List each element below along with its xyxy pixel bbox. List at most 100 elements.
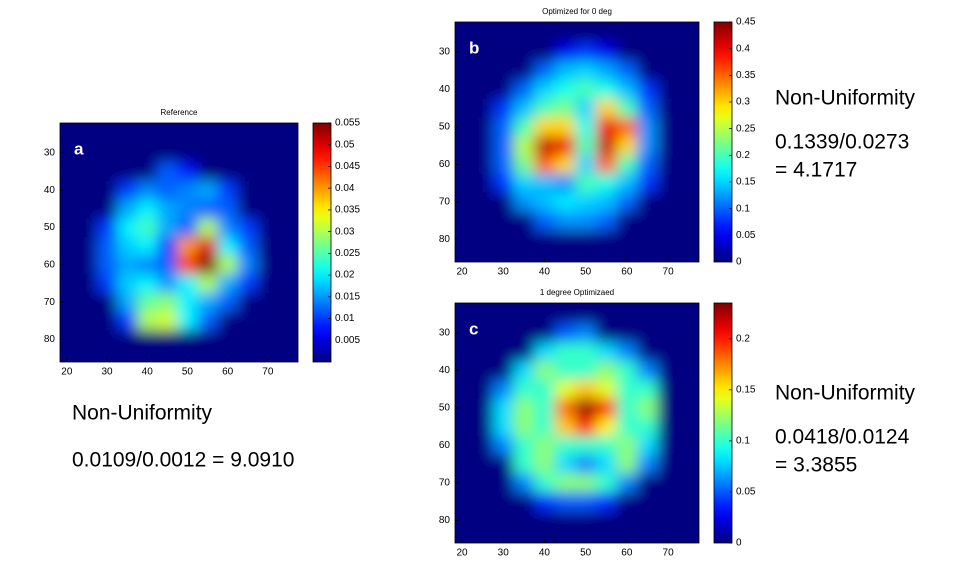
- heatmap-cell: [277, 162, 298, 182]
- heatmap-cell: [657, 417, 679, 437]
- heatmap-cell: [277, 255, 298, 275]
- heatmap-cell: [637, 230, 659, 250]
- heatmap-cell: [455, 361, 473, 381]
- heatmap-cell: [513, 42, 535, 62]
- panel-label: c: [469, 319, 478, 338]
- heatmap-cell: [157, 218, 178, 238]
- heatmap-cell: [492, 304, 515, 325]
- heatmap-cell: [472, 155, 494, 175]
- heatmap-cell: [492, 492, 515, 512]
- heatmap-cell: [455, 173, 473, 194]
- x-tick-label: 60: [621, 548, 633, 559]
- heatmap-cell: [534, 398, 556, 418]
- heatmap-cell: [637, 136, 659, 156]
- heatmap-cell: [657, 436, 679, 456]
- plot-frame: [454, 21, 700, 263]
- heatmap-cell: [197, 162, 219, 182]
- heatmap-cell: [177, 162, 198, 182]
- heatmap-cell: [492, 511, 515, 531]
- heatmap-cell: [96, 292, 118, 313]
- heatmap-cell: [513, 117, 535, 137]
- heatmap-cell: [575, 529, 597, 543]
- heatmap-cell: [513, 23, 535, 44]
- heatmap-cell: [96, 255, 118, 275]
- heatmap-cell: [277, 311, 298, 331]
- heatmap-cell: [513, 230, 535, 250]
- heatmap-cell: [117, 330, 138, 350]
- heatmap-cell: [96, 330, 118, 350]
- heatmap-cell: [117, 199, 138, 219]
- heatmap-cell: [137, 236, 158, 257]
- heatmap-cell: [177, 180, 198, 201]
- heatmap-cell: [575, 211, 597, 231]
- y-tick-label: 80: [44, 334, 56, 345]
- heatmap-cell: [472, 454, 494, 475]
- heatmap-cell: [257, 330, 279, 350]
- y-tick-label: 60: [439, 440, 451, 451]
- heatmap-cell: [657, 80, 679, 100]
- heatmap-cell: [595, 361, 618, 381]
- heatmap-cell: [60, 143, 78, 163]
- heatmap-cell: [76, 255, 98, 275]
- heatmap-cell: [455, 98, 473, 119]
- heatmap-cell: [575, 417, 597, 437]
- heatmap-cell: [554, 361, 576, 381]
- colorbar-tick-label: 0.015: [335, 291, 360, 302]
- heatmap-cell: [534, 323, 556, 343]
- heatmap-cell: [177, 218, 198, 238]
- heatmap-cell: [657, 454, 679, 475]
- heatmap-cell: [595, 511, 618, 531]
- x-tick-label: 50: [580, 548, 592, 559]
- heatmap-cell: [513, 136, 535, 156]
- x-tick-label: 70: [663, 548, 675, 559]
- heatmap-cell: [96, 236, 118, 257]
- heatmap-cell: [96, 199, 118, 219]
- heatmap-cell: [60, 348, 78, 362]
- heatmap-cell: [197, 143, 219, 163]
- heatmap-cell: [137, 330, 158, 350]
- heatmap-cell: [575, 155, 597, 175]
- heatmap-cell: [513, 61, 535, 81]
- heatmap-cell: [657, 211, 679, 231]
- y-tick-label: 40: [439, 365, 451, 376]
- heatmap-cell: [472, 361, 494, 381]
- heatmap-cell: [157, 162, 178, 182]
- heatmap-cell: [217, 255, 239, 275]
- heatmap-cell: [554, 473, 576, 493]
- heatmap-cell: [455, 211, 473, 231]
- heatmap-cell: [237, 292, 259, 313]
- heatmap-cell: [616, 42, 638, 62]
- plot-frame: [59, 122, 299, 363]
- heatmap-cell: [197, 292, 219, 313]
- heatmap-cell: [492, 136, 515, 156]
- heatmap-cell: [678, 173, 699, 194]
- heatmap-cell: [117, 236, 138, 257]
- colorbar-tick-label: 0.2: [736, 150, 750, 161]
- heatmap-cell: [554, 42, 576, 62]
- heatmap-cell: [657, 117, 679, 137]
- chart-title: Optimized for 0 deg: [542, 7, 612, 16]
- heatmap-cell: [575, 454, 597, 475]
- heatmap-cell: [637, 80, 659, 100]
- heatmap-cell: [137, 292, 158, 313]
- colorbar-tick-label: 0.025: [335, 248, 360, 259]
- heatmap-cell: [472, 117, 494, 137]
- heatmap-cell: [492, 80, 515, 100]
- heatmap-cell: [554, 492, 576, 512]
- heatmap-cell: [137, 274, 158, 294]
- heatmap-cell: [277, 292, 298, 313]
- heatmap-cell: [76, 180, 98, 201]
- heatmap-cell: [472, 192, 494, 212]
- heatmap-cell: [678, 304, 699, 325]
- colorbar-tick-label: 0.02: [335, 270, 355, 281]
- heatmap-cell: [554, 23, 576, 44]
- colorbar: [312, 122, 332, 363]
- heatmap-cell: [513, 98, 535, 119]
- heatmap-cell: [678, 61, 699, 81]
- heatmap-cell: [60, 218, 78, 238]
- heatmap-cell: [96, 143, 118, 163]
- heatmap-cell: [575, 42, 597, 62]
- heatmap-cell: [60, 274, 78, 294]
- heatmap-cell: [595, 379, 618, 400]
- colorbar-tick-label: 0.045: [335, 161, 360, 172]
